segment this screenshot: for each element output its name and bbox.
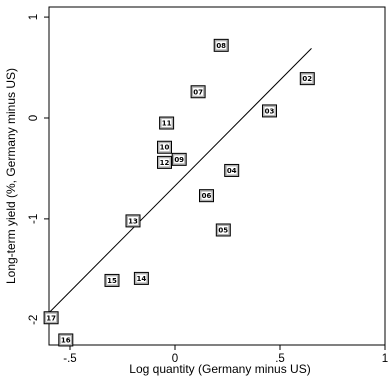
x-axis-label: Log quantity (Germany minus US) (129, 362, 310, 376)
data-point: 17 (43, 311, 59, 325)
point-label: 10 (160, 144, 170, 152)
data-point: 11 (159, 116, 175, 130)
data-point: 09 (171, 152, 187, 166)
point-marker-inner (159, 143, 170, 152)
x-tick-label: -.5 (63, 353, 76, 365)
point-label: 03 (265, 107, 275, 115)
x-tick-label: 1 (382, 353, 388, 365)
point-marker-inner (193, 87, 204, 96)
point-marker-inner (302, 74, 313, 83)
point-label: 05 (218, 226, 228, 234)
point-marker-inner (136, 274, 147, 283)
data-point: 08 (213, 38, 229, 52)
point-label: 04 (227, 167, 237, 175)
point-label: 02 (302, 75, 312, 83)
point-marker-inner (46, 313, 57, 322)
point-label: 11 (162, 120, 172, 128)
point-marker-inner (216, 41, 227, 50)
x-tick-label: .5 (275, 353, 285, 365)
y-tick-label: 0 (28, 115, 40, 121)
data-point: 10 (157, 140, 172, 154)
point-marker-inner (159, 158, 170, 167)
point-marker-inner (174, 155, 185, 164)
point-marker-inner (218, 225, 229, 234)
y-tick-label: 1 (28, 14, 40, 20)
point-marker-inner (264, 106, 275, 115)
point-marker-inner (161, 119, 172, 128)
data-point: 06 (199, 189, 214, 203)
point-label: 14 (137, 275, 147, 283)
y-axis-label: Long-term yield (%, Germany minus US) (4, 68, 18, 284)
data-point: 02 (299, 72, 315, 86)
point-label: 13 (128, 217, 138, 225)
point-marker-inner (128, 216, 138, 225)
data-point: 15 (104, 273, 120, 287)
point-label: 09 (174, 156, 184, 164)
data-point: 04 (224, 163, 240, 177)
x-tick-label: 0 (172, 353, 178, 365)
plot-background (48, 6, 386, 346)
point-marker-inner (107, 276, 117, 285)
point-label: 16 (61, 336, 71, 344)
y-tick-label: -2 (28, 315, 40, 325)
point-label: 17 (46, 314, 56, 322)
point-marker-inner (60, 335, 71, 344)
point-marker-inner (226, 166, 237, 175)
fit-line (48, 48, 312, 314)
data-point: 05 (215, 223, 231, 237)
point-marker-inner (201, 191, 212, 200)
point-label: 15 (107, 277, 117, 285)
point-label: 08 (216, 42, 226, 50)
data-point: 13 (125, 214, 141, 228)
data-point: 12 (157, 155, 172, 169)
data-point: 14 (133, 271, 149, 285)
data-points: 02 03 04 05 06 07 08 09 10 11 12 13 14 15 16 17 (43, 38, 315, 347)
axis-ticks: -.5 0 .5 1 -2 -1 0 1 (28, 14, 388, 365)
y-tick-label: -1 (28, 214, 40, 224)
data-point: 03 (262, 104, 277, 118)
data-point: 16 (58, 333, 74, 347)
point-label: 06 (202, 192, 212, 200)
point-label: 07 (193, 88, 203, 96)
data-point: 07 (190, 85, 206, 99)
point-label: 12 (160, 159, 170, 167)
